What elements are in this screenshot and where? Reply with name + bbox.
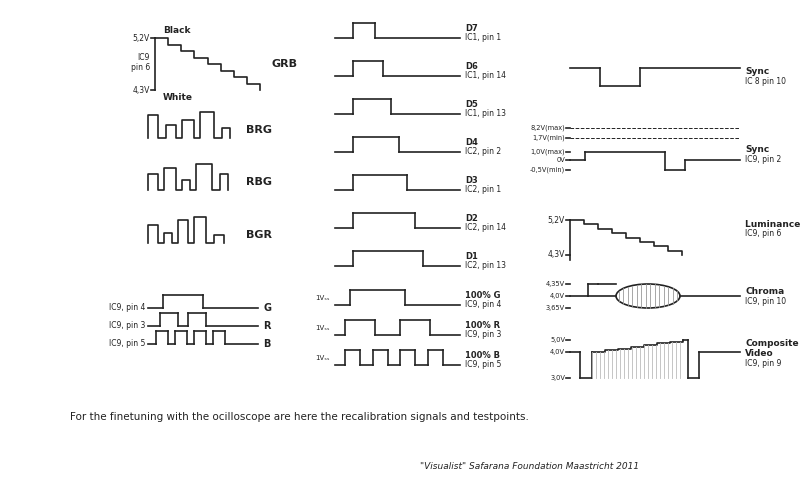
- Text: Sync: Sync: [745, 145, 770, 153]
- Text: IC1, pin 1: IC1, pin 1: [465, 33, 501, 42]
- Text: IC9, pin 3: IC9, pin 3: [465, 330, 502, 339]
- Text: 100% R: 100% R: [465, 321, 500, 330]
- Text: IC2, pin 1: IC2, pin 1: [465, 185, 501, 194]
- Text: IC1, pin 14: IC1, pin 14: [465, 71, 506, 80]
- Text: White: White: [163, 93, 193, 102]
- Text: D7: D7: [465, 24, 478, 33]
- Text: 3,65V: 3,65V: [546, 305, 565, 311]
- Text: IC9, pin 5: IC9, pin 5: [465, 360, 502, 369]
- Text: D2: D2: [465, 214, 478, 223]
- Text: RBG: RBG: [246, 177, 272, 187]
- Text: 4,3V: 4,3V: [548, 250, 565, 259]
- Text: pin 6: pin 6: [130, 63, 150, 72]
- Text: IC1, pin 13: IC1, pin 13: [465, 109, 506, 118]
- Text: R: R: [263, 321, 270, 331]
- Text: IC9, pin 5: IC9, pin 5: [109, 340, 145, 348]
- Text: 4,3V: 4,3V: [133, 86, 150, 95]
- Text: 0V: 0V: [556, 157, 565, 163]
- Text: For the finetuning with the ocilloscope are here the recalibration signals and t: For the finetuning with the ocilloscope …: [70, 412, 529, 422]
- Text: BGR: BGR: [246, 230, 272, 240]
- Text: -0,5V(min): -0,5V(min): [530, 167, 565, 173]
- Text: IC2, pin 14: IC2, pin 14: [465, 223, 506, 232]
- Text: IC2, pin 13: IC2, pin 13: [465, 261, 506, 270]
- Text: 4,35V: 4,35V: [546, 281, 565, 287]
- Text: IC9, pin 9: IC9, pin 9: [745, 359, 782, 368]
- Text: Sync: Sync: [745, 67, 770, 77]
- Text: "Visualist" Safarana Foundation Maastricht 2011: "Visualist" Safarana Foundation Maastric…: [421, 462, 639, 471]
- Text: IC9: IC9: [138, 53, 150, 62]
- Text: 4,0V: 4,0V: [550, 293, 565, 299]
- Text: 5,2V: 5,2V: [548, 215, 565, 225]
- Text: IC9, pin 4: IC9, pin 4: [109, 303, 145, 312]
- Text: D5: D5: [465, 100, 478, 109]
- Text: D3: D3: [465, 176, 478, 185]
- Text: IC2, pin 2: IC2, pin 2: [465, 147, 501, 156]
- Text: D6: D6: [465, 62, 478, 71]
- Text: 1,0V(max): 1,0V(max): [530, 149, 565, 155]
- Text: IC9, pin 10: IC9, pin 10: [745, 297, 786, 306]
- Text: 1,7V(min): 1,7V(min): [532, 135, 565, 141]
- Text: 1Vₛₛ: 1Vₛₛ: [315, 325, 330, 331]
- Text: IC9, pin 2: IC9, pin 2: [745, 154, 782, 163]
- Text: IC9, pin 6: IC9, pin 6: [745, 230, 782, 239]
- Text: Composite: Composite: [745, 340, 798, 348]
- Text: 5,0V: 5,0V: [550, 337, 565, 343]
- Text: IC9, pin 3: IC9, pin 3: [109, 321, 145, 331]
- Text: GRB: GRB: [272, 59, 298, 69]
- Text: 4,0V: 4,0V: [550, 349, 565, 355]
- Text: IC 8 pin 10: IC 8 pin 10: [745, 77, 786, 86]
- Text: 100% B: 100% B: [465, 351, 500, 360]
- Text: Black: Black: [163, 26, 190, 35]
- Text: 100% G: 100% G: [465, 291, 501, 300]
- Text: D1: D1: [465, 252, 478, 261]
- Text: 5,2V: 5,2V: [133, 34, 150, 43]
- Text: IC9, pin 4: IC9, pin 4: [465, 300, 502, 309]
- Text: 1Vₛₛ: 1Vₛₛ: [315, 354, 330, 360]
- Text: B: B: [263, 339, 270, 349]
- Text: 8,2V(max): 8,2V(max): [530, 125, 565, 131]
- Text: 1Vₛₛ: 1Vₛₛ: [315, 295, 330, 300]
- Text: Video: Video: [745, 349, 774, 358]
- Text: D4: D4: [465, 138, 478, 147]
- Text: G: G: [263, 303, 271, 313]
- Text: BRG: BRG: [246, 125, 272, 135]
- Text: 3,0V: 3,0V: [550, 375, 565, 381]
- Text: Luminance (-Y): Luminance (-Y): [745, 219, 800, 229]
- Text: Chroma: Chroma: [745, 288, 784, 297]
